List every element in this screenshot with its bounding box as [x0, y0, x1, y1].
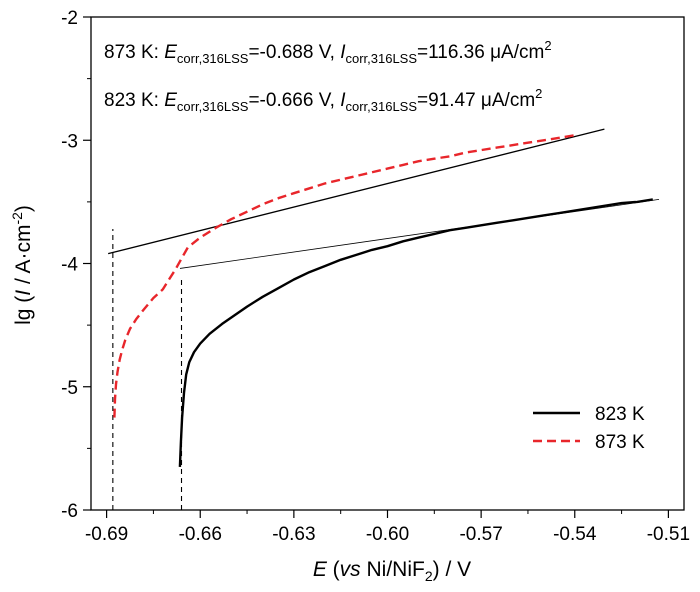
x-tick-label-6: -0.51	[647, 524, 690, 545]
series-line-823-k	[178, 198, 653, 467]
x-tick-label-5: -0.54	[553, 524, 597, 545]
y-tick-label-1: -3	[61, 131, 78, 152]
annotation-823k: 823 K: Ecorr,316LSS=-0.666 V, Icorr,316L…	[104, 86, 542, 114]
axis-ticks: -0.69 -0.66 -0.63 -0.60 -0.57 -0.54 -0.51 -2 -3 -…	[61, 8, 690, 545]
x-tick-label-4: -0.57	[459, 524, 502, 545]
x-tick-label-2: -0.63	[272, 524, 315, 545]
annotation-873k: 873 K: Ecorr,316LSS=-0.688 V, Icorr,316L…	[104, 38, 552, 66]
legend-label-873k: 873 K	[595, 432, 645, 453]
legend: 823 K 873 K	[533, 404, 645, 453]
y-tick-label-3: -5	[61, 378, 78, 399]
tafel-line-0	[108, 128, 605, 255]
y-tick-label-2: -4	[61, 255, 78, 276]
legend-label-823k: 823 K	[595, 404, 645, 425]
y-tick-label-4: -6	[61, 501, 78, 522]
series-line-873-k	[113, 134, 575, 418]
y-axis-title: lg (I / A·cm-2)	[9, 205, 35, 325]
x-tick-label-3: -0.60	[366, 524, 409, 545]
x-tick-label-0: -0.69	[85, 524, 128, 545]
x-tick-label-1: -0.66	[179, 524, 222, 545]
chart-marks	[108, 128, 660, 510]
x-axis-title: E (vs Ni/NiF2) / V	[313, 558, 471, 584]
y-tick-label-0: -2	[61, 8, 78, 29]
tafel-line-1	[179, 199, 660, 269]
